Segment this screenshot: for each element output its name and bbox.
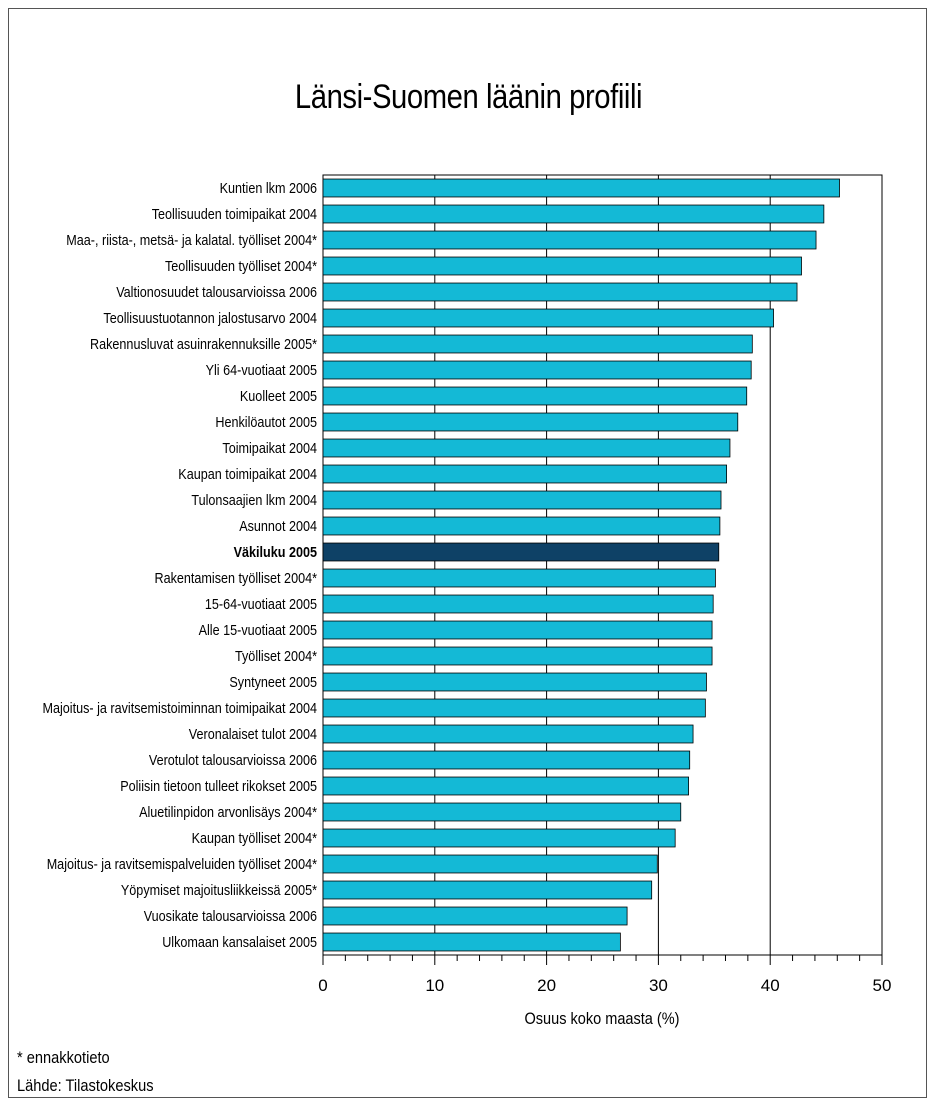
category-label: Aluetilinpidon arvonlisäys 2004* [139,804,317,821]
bar [322,334,753,354]
category-label: Teollisuuden työlliset 2004* [165,258,317,275]
category-label: Työlliset 2004* [235,648,317,665]
category-label: Alle 15-vuotiaat 2005 [199,622,317,639]
category-label: Majoitus- ja ravitsemispalveluiden työll… [47,856,317,873]
bar [322,750,691,770]
bar [322,412,739,432]
category-label: Ulkomaan kansalaiset 2005 [162,934,317,951]
category-label: Yöpymiset majoitusliikkeissä 2005* [121,882,317,899]
category-label: 15-64-vuotiaat 2005 [205,596,317,613]
category-label: Rakennusluvat asuinrakennuksille 2005* [90,336,317,353]
bar [322,568,716,588]
category-label: Syntyneet 2005 [229,674,317,691]
x-tick-label: 40 [761,976,780,995]
category-label: Asunnot 2004 [239,518,317,535]
category-label: Kaupan toimipaikat 2004 [178,466,317,483]
category-label: Valtionosuudet talousarvioissa 2006 [116,284,317,301]
category-label: Rakentamisen työlliset 2004* [155,570,318,587]
category-label: Kuolleet 2005 [240,388,317,405]
bar [322,360,752,380]
footnote: * ennakkotieto [17,1048,110,1067]
category-labels: Kuntien lkm 2006 Teollisuuden toimipaikat… [43,180,318,951]
bar [322,438,731,458]
bar [322,282,798,302]
x-tick-label: 0 [318,976,327,995]
x-tick-label: 50 [873,976,892,995]
category-label: Maa-, riista-, metsä- ja kalatal. työlli… [66,232,317,249]
bar [322,620,713,640]
bar [322,854,658,874]
category-label: Veronalaiset tulot 2004 [189,726,317,743]
bars [322,178,840,952]
x-tick-label: 20 [537,976,556,995]
bar [322,516,721,536]
bar [322,802,682,822]
category-label: Vuosikate talousarvioissa 2006 [144,908,317,925]
category-label: Väkiluku 2005 [234,544,317,561]
bar [322,672,707,692]
bar [322,646,713,666]
bar [322,906,628,926]
bar [322,490,722,510]
bar [322,308,774,328]
chart-frame [8,8,927,1098]
category-label: Toimipaikat 2004 [222,440,317,457]
bar [322,542,720,562]
category-label: Tulonsaajien lkm 2004 [191,492,317,509]
bar [322,594,714,614]
bar [322,698,706,718]
x-tick-label: 10 [425,976,444,995]
bar [322,828,676,848]
chart-title: Länsi-Suomen läänin profiili [294,78,643,116]
category-label: Poliisin tietoon tulleet rikokset 2005 [120,778,317,795]
bar [322,776,689,796]
category-label: Majoitus- ja ravitsemistoiminnan toimipa… [43,700,318,717]
bar [322,464,727,484]
x-axis-label: Osuus koko maasta (%) [525,1009,680,1028]
bar [322,386,748,406]
bar [322,932,621,952]
category-label: Henkilöautot 2005 [215,414,317,431]
source-note: Lähde: Tilastokeskus [17,1076,154,1095]
bar [322,178,840,198]
bar [322,230,817,250]
category-label: Kuntien lkm 2006 [220,180,317,197]
bar [322,204,825,224]
bar [322,880,653,900]
bar [322,256,802,276]
category-label: Teollisuustuotannon jalostusarvo 2004 [103,310,317,327]
bar [322,724,694,744]
x-tick-label: 30 [649,976,668,995]
category-label: Verotulot talousarvioissa 2006 [149,752,317,769]
x-axis: 0 10 20 30 40 50 [318,954,892,995]
category-label: Kaupan työlliset 2004* [192,830,318,847]
category-label: Teollisuuden toimipaikat 2004 [152,206,317,223]
category-label: Yli 64-vuotiaat 2005 [206,362,317,379]
